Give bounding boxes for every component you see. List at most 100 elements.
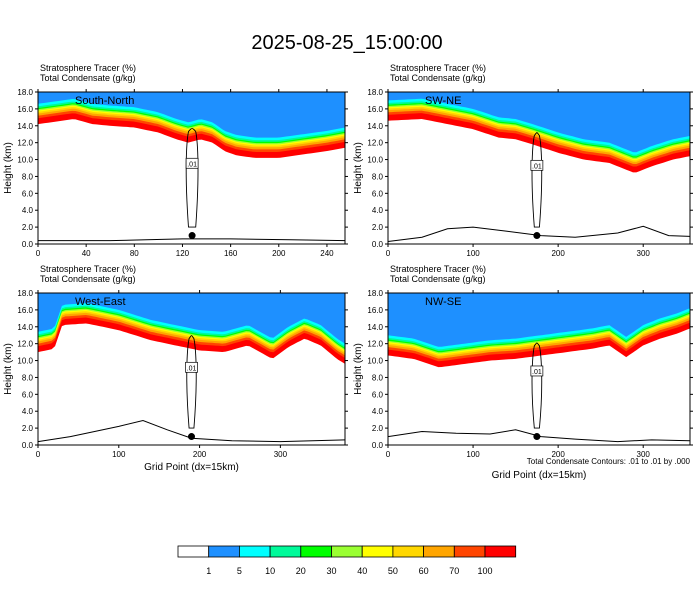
plot-frame bbox=[387, 292, 691, 446]
x-tick-label: 40 bbox=[82, 249, 91, 258]
panel-west-east: .01 0.0 2.0 4.0 6.0 8.0 10.0 12.0 14.0 16.0 18.0 0 1… bbox=[3, 264, 348, 473]
colorbar-swatch-9 bbox=[453, 545, 486, 558]
x-tick-label: 100 bbox=[466, 249, 480, 258]
colorbar-label-2: 10 bbox=[265, 566, 275, 576]
plot-frame bbox=[387, 91, 691, 245]
x-tick-label: 0 bbox=[386, 249, 391, 258]
condensate-contour bbox=[531, 342, 543, 429]
condensate-contour bbox=[186, 335, 197, 429]
y-tick-label: 18.0 bbox=[367, 88, 383, 97]
contour-label: .01 bbox=[187, 161, 197, 168]
contour-label: .01 bbox=[532, 369, 542, 376]
figure-title: 2025-08-25_15:00:00 bbox=[251, 32, 442, 54]
tracer-band-9 bbox=[38, 293, 345, 344]
y-tick-label: 18.0 bbox=[17, 289, 33, 298]
colorbar-label-3: 20 bbox=[296, 566, 306, 576]
contour-footnote: Total Condensate Contours: .01 to .01 by… bbox=[527, 457, 691, 466]
y-tick-label: 2.0 bbox=[22, 424, 34, 433]
location-marker bbox=[533, 433, 541, 441]
colorbar-swatch-10 bbox=[484, 545, 517, 558]
terrain-line bbox=[387, 429, 691, 443]
y-axis-label: Height (km) bbox=[353, 142, 364, 194]
tracer-band-9 bbox=[388, 92, 690, 153]
panel-label: NW-SE bbox=[425, 296, 461, 308]
y-tick-label: 0.0 bbox=[22, 240, 34, 249]
y-tick-label: 6.0 bbox=[22, 390, 34, 399]
y-tick-label: 16.0 bbox=[17, 105, 33, 114]
y-tick-label: 16.0 bbox=[367, 306, 383, 315]
colorbar-label-0: 1 bbox=[206, 566, 211, 576]
panel-subtitle-tracer: Stratosphere Tracer (%) bbox=[390, 63, 486, 73]
y-tick-label: 2.0 bbox=[372, 424, 384, 433]
y-tick-label: 2.0 bbox=[22, 223, 34, 232]
y-tick-label: 10.0 bbox=[367, 357, 383, 366]
y-tick-label: 14.0 bbox=[367, 323, 383, 332]
y-axis-label: Height (km) bbox=[3, 343, 14, 395]
colorbar-label-7: 60 bbox=[419, 566, 429, 576]
y-tick-label: 8.0 bbox=[372, 373, 384, 382]
location-marker bbox=[533, 232, 541, 240]
colorbar: 1 5 10 20 30 40 50 60 70 100 bbox=[177, 545, 517, 576]
panel-subtitle-tracer: Stratosphere Tracer (%) bbox=[40, 264, 136, 274]
y-tick-label: 6.0 bbox=[22, 189, 34, 198]
colorbar-swatch-0 bbox=[177, 545, 210, 558]
panel-subtitle-condensate: Total Condensate (g/kg) bbox=[390, 73, 486, 83]
x-tick-label: 300 bbox=[637, 249, 651, 258]
panel-subtitle-condensate: Total Condensate (g/kg) bbox=[390, 274, 486, 284]
contour-label: .01 bbox=[187, 365, 197, 372]
y-tick-label: 4.0 bbox=[22, 407, 34, 416]
colorbar-label-9: 100 bbox=[477, 566, 492, 576]
panel-subtitle-tracer: Stratosphere Tracer (%) bbox=[40, 63, 136, 73]
y-tick-label: 14.0 bbox=[367, 122, 383, 131]
x-tick-label: 120 bbox=[176, 249, 190, 258]
y-axis-label: Height (km) bbox=[353, 343, 364, 395]
location-marker bbox=[188, 232, 196, 240]
x-tick-label: 240 bbox=[320, 249, 334, 258]
y-tick-label: 0.0 bbox=[372, 240, 384, 249]
panel-label: South-North bbox=[75, 95, 134, 107]
x-tick-label: 160 bbox=[224, 249, 238, 258]
panel-label: SW-NE bbox=[425, 95, 461, 107]
colorbar-swatch-3 bbox=[269, 545, 302, 558]
contour-label-box bbox=[185, 361, 198, 373]
panel-sw-ne: .01 0.0 2.0 4.0 6.0 8.0 10.0 12.0 14.0 16.0 18.0 0 1… bbox=[353, 63, 693, 258]
x-tick-label: 200 bbox=[551, 450, 565, 459]
y-tick-label: 16.0 bbox=[367, 105, 383, 114]
y-tick-label: 12.0 bbox=[17, 139, 33, 148]
y-tick-label: 10.0 bbox=[17, 156, 33, 165]
panel-nw-se: .01 0.0 2.0 4.0 6.0 8.0 10.0 12.0 14.0 16.0 18.0 0 1… bbox=[353, 264, 693, 481]
tracer-field bbox=[38, 92, 345, 158]
tracer-field bbox=[388, 92, 690, 173]
panel-south-north: .01 0.0 2.0 4.0 6.0 8.0 10.0 12.0 14.0 16.0 18.0 0 4… bbox=[3, 63, 348, 258]
y-tick-label: 12.0 bbox=[17, 340, 33, 349]
contour-label: .01 bbox=[532, 163, 542, 170]
x-axis-label: Grid Point (dx=15km) bbox=[144, 462, 239, 473]
x-tick-label: 100 bbox=[466, 450, 480, 459]
x-tick-label: 200 bbox=[272, 249, 286, 258]
y-tick-label: 16.0 bbox=[17, 306, 33, 315]
y-axis-label: Height (km) bbox=[3, 142, 14, 194]
x-tick-label: 100 bbox=[112, 450, 126, 459]
colorbar-label-5: 40 bbox=[357, 566, 367, 576]
colorbar-swatch-1 bbox=[208, 545, 240, 558]
colorbar-swatch-8 bbox=[423, 545, 455, 558]
contour-label-box bbox=[530, 159, 544, 171]
y-tick-label: 6.0 bbox=[372, 189, 384, 198]
tracer-band-9 bbox=[38, 92, 345, 138]
y-tick-label: 8.0 bbox=[22, 373, 34, 382]
y-tick-label: 12.0 bbox=[367, 340, 383, 349]
panels: .01 0.0 2.0 4.0 6.0 8.0 10.0 12.0 14.0 16.0 18.0 0 4… bbox=[3, 63, 693, 481]
terrain-line bbox=[387, 225, 691, 242]
x-tick-label: 200 bbox=[551, 249, 565, 258]
colorbar-label-8: 70 bbox=[449, 566, 459, 576]
x-tick-label: 0 bbox=[386, 450, 391, 459]
y-tick-label: 14.0 bbox=[17, 323, 33, 332]
x-axis-label: Grid Point (dx=15km) bbox=[492, 470, 587, 481]
colorbar-swatch-6 bbox=[361, 545, 394, 558]
y-tick-label: 14.0 bbox=[17, 122, 33, 131]
plot-frame bbox=[37, 91, 346, 245]
x-tick-label: 300 bbox=[637, 450, 651, 459]
terrain-line bbox=[37, 419, 346, 443]
colorbar-label-4: 30 bbox=[326, 566, 336, 576]
